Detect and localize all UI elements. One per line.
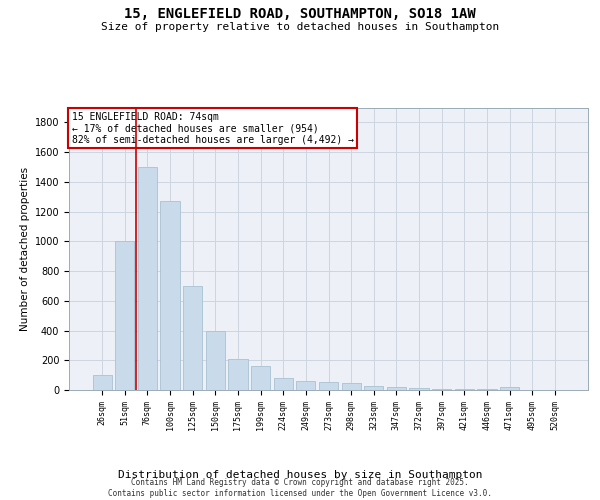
Text: Distribution of detached houses by size in Southampton: Distribution of detached houses by size … <box>118 470 482 480</box>
Bar <box>387 387 406 390</box>
Text: 15, ENGLEFIELD ROAD, SOUTHAMPTON, SO18 1AW: 15, ENGLEFIELD ROAD, SOUTHAMPTON, SO18 1… <box>124 8 476 22</box>
Bar <box>92 375 112 390</box>
Y-axis label: Number of detached properties: Number of detached properties <box>20 166 31 331</box>
Bar <box>341 384 361 390</box>
Bar <box>160 201 180 390</box>
Bar <box>432 388 451 390</box>
Bar <box>183 286 202 390</box>
Text: Contains HM Land Registry data © Crown copyright and database right 2025.
Contai: Contains HM Land Registry data © Crown c… <box>108 478 492 498</box>
Bar <box>274 378 293 390</box>
Bar <box>500 387 519 390</box>
Text: 15 ENGLEFIELD ROAD: 74sqm
← 17% of detached houses are smaller (954)
82% of semi: 15 ENGLEFIELD ROAD: 74sqm ← 17% of detac… <box>71 112 353 145</box>
Bar <box>229 359 248 390</box>
Bar <box>409 388 428 390</box>
Bar <box>138 167 157 390</box>
Bar <box>455 389 474 390</box>
Bar <box>206 330 225 390</box>
Bar <box>364 386 383 390</box>
Bar <box>319 382 338 390</box>
Text: Size of property relative to detached houses in Southampton: Size of property relative to detached ho… <box>101 22 499 32</box>
Bar <box>296 381 316 390</box>
Bar <box>115 242 134 390</box>
Bar <box>251 366 270 390</box>
